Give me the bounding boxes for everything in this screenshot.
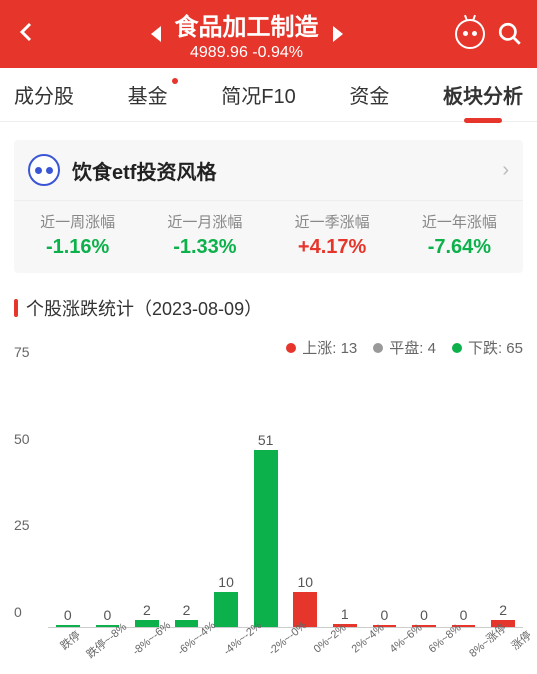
bar bbox=[214, 592, 238, 627]
bar-value-label: 0 bbox=[460, 607, 468, 623]
section-title: 个股涨跌统计（2023-08-09） bbox=[26, 295, 262, 321]
y-tick: 50 bbox=[14, 431, 30, 447]
x-axis: 跌停跌停~-8%-8%~-6%-6%~-4%-4%~-2%-2%~-0%0%~2… bbox=[48, 628, 523, 668]
legend-dot bbox=[286, 343, 296, 353]
legend-label: 平盘: 4 bbox=[389, 337, 436, 358]
legend-item: 下跌: 65 bbox=[452, 337, 523, 358]
stat-col: 近一周涨幅 -1.16% bbox=[14, 201, 141, 273]
bar-column: 0 bbox=[88, 368, 128, 627]
stat-col: 近一季涨幅 +4.17% bbox=[269, 201, 396, 273]
legend-item: 平盘: 4 bbox=[373, 337, 436, 358]
stat-value: +4.17% bbox=[269, 236, 396, 259]
stat-label: 近一季涨幅 bbox=[269, 211, 396, 232]
y-axis: 0255075 bbox=[14, 368, 44, 628]
header-center: 食品加工制造 4989.96 -0.94% bbox=[38, 7, 455, 62]
y-tick: 25 bbox=[14, 517, 30, 533]
distribution-chart: 0255075 002210511010002 跌停跌停~-8%-8%~-6%-… bbox=[14, 368, 523, 668]
legend-label: 上涨: 13 bbox=[302, 337, 357, 358]
sector-title: 食品加工制造 bbox=[175, 7, 319, 42]
bar-column: 0 bbox=[365, 368, 405, 627]
legend-item: 上涨: 13 bbox=[286, 337, 357, 358]
stat-value: -1.33% bbox=[141, 236, 268, 259]
next-sector-button[interactable] bbox=[333, 26, 343, 42]
bar-column: 1 bbox=[325, 368, 365, 627]
stat-value: -7.64% bbox=[396, 236, 523, 259]
header-title-block[interactable]: 食品加工制造 4989.96 -0.94% bbox=[175, 7, 319, 62]
back-button[interactable] bbox=[14, 20, 38, 49]
stat-value: -1.16% bbox=[14, 236, 141, 259]
tab-bar: 成分股 基金 简况F10 资金 板块分析 bbox=[0, 68, 537, 122]
bar-value-label: 0 bbox=[381, 607, 389, 623]
bar-column: 10 bbox=[285, 368, 325, 627]
plot-area: 002210511010002 bbox=[48, 368, 523, 628]
legend-dot bbox=[373, 343, 383, 353]
legend-dot bbox=[452, 343, 462, 353]
search-icon[interactable] bbox=[497, 21, 523, 47]
x-label: 涨停 bbox=[502, 620, 537, 666]
index-change: -0.94% bbox=[252, 44, 303, 61]
sector-sub: 4989.96 -0.94% bbox=[175, 44, 319, 62]
bar-value-label: 10 bbox=[297, 574, 313, 590]
etf-stats: 近一周涨幅 -1.16%近一月涨幅 -1.33%近一季涨幅 +4.17%近一年涨幅 -7… bbox=[14, 200, 523, 273]
tab-0[interactable]: 成分股 bbox=[10, 80, 78, 109]
bar-column: 51 bbox=[246, 368, 286, 627]
bar-value-label: 2 bbox=[499, 602, 507, 618]
index-value: 4989.96 bbox=[190, 44, 248, 61]
bar-column: 0 bbox=[404, 368, 444, 627]
bar-value-label: 0 bbox=[420, 607, 428, 623]
y-tick: 0 bbox=[14, 604, 22, 620]
section-title-row: 个股涨跌统计（2023-08-09） bbox=[14, 295, 523, 321]
tab-3[interactable]: 资金 bbox=[345, 80, 393, 109]
bar bbox=[254, 450, 278, 627]
etf-title: 饮食etf投资风格 bbox=[72, 156, 502, 185]
chart-legend: 上涨: 13 平盘: 4 下跌: 65 bbox=[14, 337, 523, 358]
tab-1[interactable]: 基金 bbox=[124, 80, 172, 109]
etf-card: 饮食etf投资风格 › 近一周涨幅 -1.16%近一月涨幅 -1.33%近一季涨幅 +… bbox=[14, 140, 523, 273]
bar-column: 0 bbox=[48, 368, 88, 627]
stat-col: 近一年涨幅 -7.64% bbox=[396, 201, 523, 273]
bar-column: 2 bbox=[483, 368, 523, 627]
bar-column: 2 bbox=[167, 368, 207, 627]
bar-column: 2 bbox=[127, 368, 167, 627]
bar-value-label: 10 bbox=[218, 574, 234, 590]
etf-card-head[interactable]: 饮食etf投资风格 › bbox=[14, 140, 523, 200]
section-header: 个股涨跌统计（2023-08-09） bbox=[14, 295, 523, 321]
tab-2[interactable]: 简况F10 bbox=[217, 80, 299, 109]
chevron-right-icon: › bbox=[502, 159, 509, 182]
bar-column: 10 bbox=[206, 368, 246, 627]
stat-label: 近一月涨幅 bbox=[141, 211, 268, 232]
stat-label: 近一年涨幅 bbox=[396, 211, 523, 232]
stat-label: 近一周涨幅 bbox=[14, 211, 141, 232]
header-bar: 食品加工制造 4989.96 -0.94% bbox=[0, 0, 537, 68]
notification-dot bbox=[172, 78, 178, 84]
prev-sector-button[interactable] bbox=[151, 26, 161, 42]
bar-value-label: 51 bbox=[258, 432, 274, 448]
tab-4[interactable]: 板块分析 bbox=[439, 80, 527, 109]
stat-col: 近一月涨幅 -1.33% bbox=[141, 201, 268, 273]
bar-column: 0 bbox=[444, 368, 484, 627]
robot-icon[interactable] bbox=[455, 19, 485, 49]
section-accent-bar bbox=[14, 299, 18, 317]
bar-value-label: 1 bbox=[341, 606, 349, 622]
y-tick: 75 bbox=[14, 344, 30, 360]
legend-label: 下跌: 65 bbox=[468, 337, 523, 358]
bar-value-label: 2 bbox=[143, 602, 151, 618]
etf-icon bbox=[28, 154, 60, 186]
bar-value-label: 2 bbox=[183, 602, 191, 618]
